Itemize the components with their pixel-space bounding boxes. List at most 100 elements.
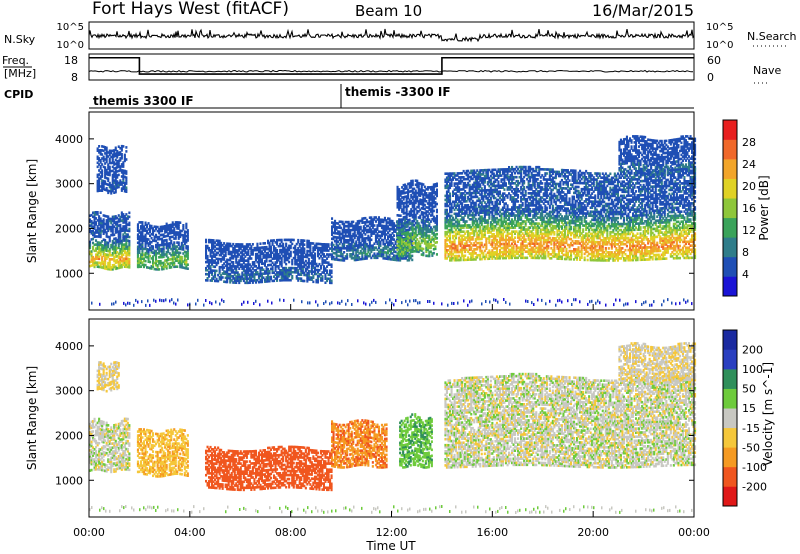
echo-cell xyxy=(259,266,262,270)
echo-cell xyxy=(174,235,177,238)
echo-cell xyxy=(398,240,401,244)
echo-cell xyxy=(450,180,453,183)
echo-cell xyxy=(265,268,268,271)
echo-cell xyxy=(307,245,310,249)
echo-cell xyxy=(286,270,289,274)
echo-cell xyxy=(503,204,506,207)
echo-cell xyxy=(295,275,298,278)
echo-cell xyxy=(141,263,144,267)
echo-cell xyxy=(498,248,501,252)
echo-cell xyxy=(346,249,349,252)
echo-cell xyxy=(402,216,405,219)
echo-cell xyxy=(514,226,517,229)
echo-cell xyxy=(177,261,180,265)
echo-cell xyxy=(380,234,383,238)
echo-cell xyxy=(358,244,361,247)
echo-cell xyxy=(167,248,170,252)
echo-cell xyxy=(171,251,174,255)
echo-cell xyxy=(508,226,511,229)
echo-cell xyxy=(404,221,407,225)
echo-cell xyxy=(523,228,526,231)
echo-cell xyxy=(123,229,126,232)
echo-cell xyxy=(414,179,417,182)
echo-cell xyxy=(408,186,411,189)
echo-cell xyxy=(125,239,128,242)
echo-cell xyxy=(347,224,350,228)
echo-cell xyxy=(396,226,399,230)
echo-cell xyxy=(423,197,426,201)
echo-cell xyxy=(165,260,168,264)
echo-cell xyxy=(141,231,144,234)
echo-cell xyxy=(108,268,111,271)
echo-cell xyxy=(271,239,274,242)
echo-cell xyxy=(177,253,180,257)
echo-cell xyxy=(495,249,498,252)
echo-cell xyxy=(338,246,341,250)
echo-cell xyxy=(220,266,223,269)
echo-cell xyxy=(313,252,316,256)
nave-right-tick-bottom: 0 xyxy=(707,71,714,84)
echo-cell xyxy=(416,197,419,201)
echo-cell xyxy=(402,202,405,205)
noise-right-tick-top: 10^5 xyxy=(706,22,733,33)
echo-cell xyxy=(514,208,517,211)
echo-cell xyxy=(444,180,447,184)
echo-cell xyxy=(445,226,448,230)
echo-cell xyxy=(257,266,260,270)
echo-cell xyxy=(464,177,467,181)
echo-cell xyxy=(518,226,521,229)
echo-cell xyxy=(217,279,220,283)
echo-cell xyxy=(368,228,371,232)
echo-cell xyxy=(422,251,425,255)
echo-cell xyxy=(416,191,419,195)
echo-cell xyxy=(310,260,313,263)
echo-cell xyxy=(346,228,349,232)
echo-cell xyxy=(494,237,497,240)
echo-cell xyxy=(171,255,174,259)
echo-cell xyxy=(248,243,251,246)
echo-cell xyxy=(316,248,319,252)
echo-cell xyxy=(444,204,447,208)
echo-cell xyxy=(268,277,271,281)
echo-cell xyxy=(329,273,332,277)
echo-cell xyxy=(495,222,498,226)
echo-cell xyxy=(120,255,123,259)
echo-cell xyxy=(373,252,376,255)
echo-cell xyxy=(420,186,423,190)
echo-cell xyxy=(482,251,485,255)
echo-cell xyxy=(488,255,491,258)
echo-cell xyxy=(329,271,332,275)
echo-cell xyxy=(226,268,229,272)
echo-cell xyxy=(498,236,501,240)
echo-cell xyxy=(491,182,494,186)
echo-cell xyxy=(377,242,380,246)
echo-cell xyxy=(462,169,465,173)
echo-cell xyxy=(159,264,162,267)
echo-cell xyxy=(373,246,376,249)
echo-cell xyxy=(122,239,125,242)
echo-cell xyxy=(104,255,107,258)
echo-cell xyxy=(276,251,279,254)
echo-cell xyxy=(259,260,262,264)
echo-cell xyxy=(517,252,520,256)
echo-cell xyxy=(396,240,399,243)
echo-cell xyxy=(334,221,337,225)
echo-cell xyxy=(283,254,286,258)
echo-cell xyxy=(282,272,285,276)
echo-cell xyxy=(174,265,177,268)
echo-cell xyxy=(153,267,156,271)
echo-cell xyxy=(464,200,467,203)
echo-cell xyxy=(309,250,312,253)
echo-cell xyxy=(462,184,465,187)
echo-cell xyxy=(514,198,517,201)
echo-cell xyxy=(344,241,347,244)
echo-cell xyxy=(156,235,159,239)
echo-cell xyxy=(105,247,108,250)
echo-cell xyxy=(480,205,483,208)
echo-cell xyxy=(149,254,152,258)
echo-cell xyxy=(450,214,453,218)
echo-cell xyxy=(390,252,393,255)
echo-cell xyxy=(186,233,189,236)
echo-cell xyxy=(500,228,503,232)
echo-cell xyxy=(365,230,368,234)
